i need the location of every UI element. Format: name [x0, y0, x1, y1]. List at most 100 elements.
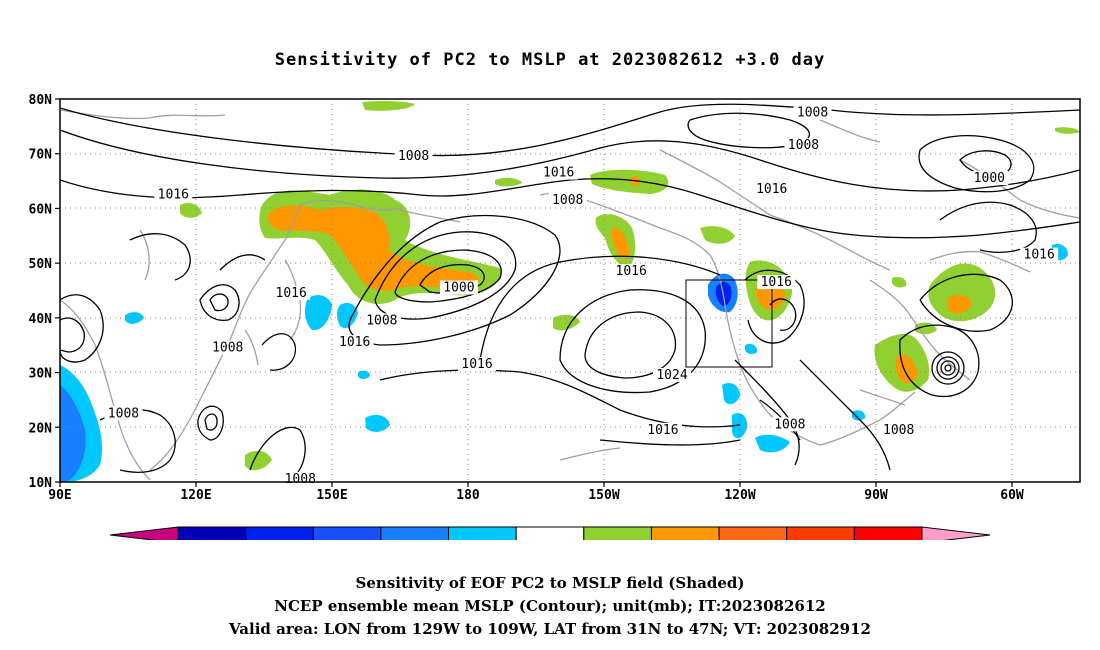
- shade-cyan: [365, 414, 390, 432]
- colorbar-swatch: [718, 526, 788, 540]
- contour-label-bg: [770, 417, 809, 432]
- contour-label: 1008: [398, 149, 429, 164]
- caption-line-3: Valid area: LON from 129W to 109W, LAT f…: [229, 620, 871, 638]
- contour-label-bg: [970, 171, 1009, 186]
- contour-label-bg: [539, 165, 578, 180]
- shade-green: [362, 100, 415, 111]
- contour-label-bg: [439, 280, 478, 295]
- contour-label: 1016: [1024, 248, 1055, 263]
- shade-cyan: [755, 434, 790, 453]
- contour-label-bg: [154, 187, 193, 202]
- shade-cyan: [337, 302, 358, 329]
- contour-label-bg: [272, 285, 311, 300]
- lat-tick-label: 30N: [29, 367, 53, 382]
- contour-label: 1008: [366, 313, 397, 328]
- shade-blue: [60, 385, 86, 482]
- latitude-axis: 80N 70N 60N 50N 40N 30N 20N 10N: [29, 93, 60, 491]
- map-frame: [59, 98, 1081, 483]
- shade-cyan: [722, 383, 740, 405]
- contour-label: 1016: [461, 357, 492, 372]
- shade-green: [928, 263, 996, 322]
- shade-orange: [948, 294, 972, 314]
- coastlines: [60, 109, 1080, 481]
- colorbar-swatch: [245, 526, 314, 540]
- contour-label: 1000: [974, 171, 1005, 186]
- shade-orange: [268, 205, 479, 291]
- colorbar-high-triangle: [921, 526, 991, 540]
- contour-label-bg: [104, 406, 143, 421]
- contour-label-bg: [394, 149, 433, 164]
- figure-title: Sensitivity of PC2 to MSLP at 2023082612…: [274, 50, 826, 70]
- lon-tick-label: 150E: [316, 488, 347, 503]
- valid-area-box: [685, 279, 773, 368]
- contour-label: 1016: [276, 286, 307, 301]
- colorbar-swatch: [786, 526, 855, 540]
- contour-label: 1008: [797, 105, 828, 120]
- lon-tick-label: 150W: [588, 488, 619, 503]
- colorbar-swatch: [583, 526, 652, 540]
- contour-label: 1008: [883, 423, 914, 438]
- lat-tick-label: 50N: [29, 257, 53, 272]
- colorbar-low-triangle: [109, 526, 179, 540]
- lon-tick-label: 90E: [48, 488, 71, 503]
- lon-tick-label: 90W: [864, 488, 888, 503]
- contour-label-bg: [752, 182, 791, 197]
- shade-cyan: [125, 312, 144, 324]
- shade-green: [1055, 127, 1080, 134]
- contour-label: 1016: [616, 264, 647, 279]
- shade-orange: [611, 227, 630, 259]
- lon-tick-label: 180: [456, 488, 480, 503]
- contour-label-bg: [793, 105, 832, 120]
- contour-label-bg: [612, 264, 651, 279]
- colorbar-swatch: [448, 526, 517, 540]
- contour-label: 1016: [543, 166, 574, 181]
- shade-cyan: [358, 370, 370, 379]
- shade-cyan: [852, 410, 866, 421]
- contour-label: 1016: [339, 335, 370, 350]
- colorbar-swatch: [650, 526, 720, 540]
- shade-cyan: [732, 413, 748, 439]
- contour-label-bg: [458, 357, 497, 372]
- lat-tick-label: 80N: [29, 93, 53, 108]
- contour-label-bg: [784, 138, 823, 153]
- contour-label: 1008: [108, 406, 139, 421]
- contour-label-bg: [335, 335, 374, 350]
- shade-green: [700, 226, 735, 244]
- contour-label-bg: [653, 368, 691, 383]
- shade-green: [892, 276, 907, 288]
- contour-label: 1000: [443, 281, 474, 296]
- colorbar-swatch: [853, 526, 923, 540]
- contour-label-bg: [643, 422, 682, 437]
- lat-lon-grid: [60, 99, 1080, 482]
- contour-label-bg: [362, 313, 401, 328]
- contour-label-bg: [208, 340, 247, 355]
- contour-label: 1016: [756, 182, 787, 197]
- shade-green: [590, 169, 669, 194]
- lat-tick-label: 20N: [29, 421, 53, 436]
- longitude-axis: 90E 120E 150E 180 150W 120W 90W 60W: [48, 482, 1024, 503]
- caption-line-2: NCEP ensemble mean MSLP (Contour); unit(…: [274, 597, 826, 615]
- shade-cyan: [745, 343, 758, 355]
- colorbar-swatch: [380, 526, 450, 540]
- shade-cyan: [304, 295, 332, 331]
- contour-label-bg: [879, 422, 918, 437]
- shade-green: [495, 177, 522, 187]
- map-background: [60, 99, 1080, 482]
- contour-label: 1008: [212, 341, 243, 356]
- lat-tick-label: 70N: [29, 148, 53, 163]
- contour-label: 1016: [647, 423, 678, 438]
- contour-label: 1008: [788, 138, 819, 153]
- colorbar-swatch: [312, 526, 382, 540]
- contour-label-bg: [757, 275, 796, 290]
- contour-label: 1024: [656, 368, 687, 383]
- contour-label: 1016: [761, 275, 792, 290]
- lon-tick-label: 120W: [724, 488, 755, 503]
- contour-label: 1008: [774, 417, 805, 432]
- caption-line-1: Sensitivity of EOF PC2 to MSLP field (Sh…: [355, 574, 745, 592]
- contour-label-layer: 1008 1008 1008 1016 1016 1016 1000 1008 1016 1016…: [104, 105, 1059, 487]
- colorbar: -0.9-0.8-0.7-0.6-0.5-0.420.420.50.60.70.…: [109, 526, 991, 540]
- contour-label: 1016: [158, 187, 189, 202]
- lat-tick-label: 60N: [29, 202, 53, 217]
- colorbar-swatch: [515, 526, 585, 540]
